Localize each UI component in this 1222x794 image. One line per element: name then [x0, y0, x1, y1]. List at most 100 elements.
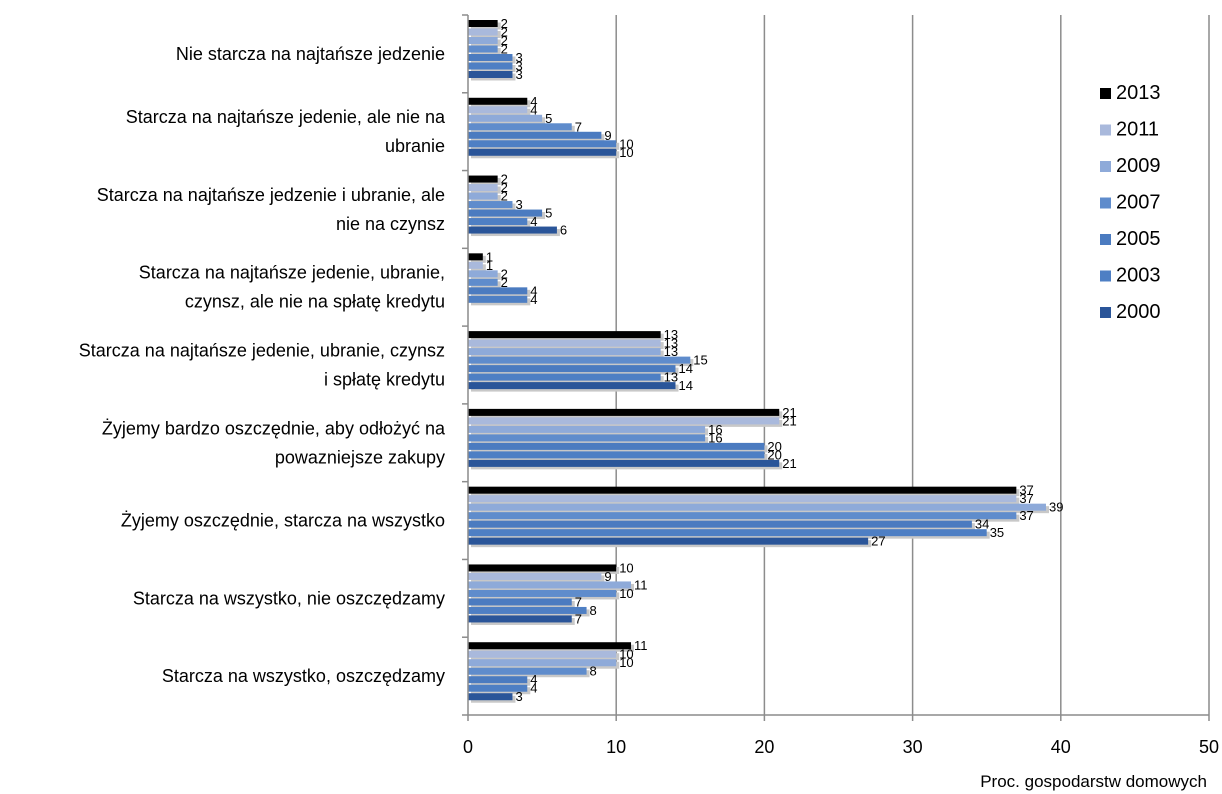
legend-label-2013: 2013: [1116, 82, 1161, 104]
data-label-2013-0: 2: [501, 16, 508, 31]
data-label-2011-5: 21: [782, 413, 796, 428]
data-label-2000-6: 27: [871, 534, 885, 549]
data-label-2011-6: 37: [1019, 491, 1033, 506]
bar-2011-1: [468, 106, 528, 114]
data-label-2009-2: 2: [501, 189, 508, 204]
bar-2007-3: [468, 278, 498, 286]
legend-label-2011: 2011: [1116, 119, 1159, 141]
legend: 2013 2011 2009 2007 2005 2003 2000: [1100, 82, 1161, 323]
bar-2007-7: [468, 589, 617, 597]
legend-swatch-2009: [1100, 161, 1111, 172]
data-label-2003-1: 10: [619, 136, 633, 151]
data-label-2003-0: 3: [515, 59, 522, 74]
bar-2005-6: [468, 520, 972, 528]
x-axis-title: Proc. gospodarstw domowych: [980, 772, 1207, 791]
category-label-6-line-0: Żyjemy oszczędnie, starcza na wszystko: [121, 511, 445, 531]
x-tick-labels: 0 10 20 30 40 50: [463, 737, 1219, 757]
data-label-2007-3: 2: [501, 275, 508, 290]
category-label-3-line-1: czynsz, ale nie na spłatę kredytu: [185, 292, 445, 312]
data-label-2000-4: 14: [678, 378, 692, 393]
bar-2000-0: [468, 71, 513, 78]
bar-2013-2: [468, 175, 498, 183]
bar-2009-1: [468, 114, 543, 122]
bar-2009-3: [468, 270, 498, 278]
bar-2003-1: [468, 140, 617, 148]
bar-2000-8: [468, 693, 513, 701]
bar-2011-6: [468, 495, 1017, 503]
category-label-0-line-0: Nie starcza na najtańsze jedzenie: [176, 44, 445, 64]
data-label-2000-1: 10: [619, 145, 633, 160]
bar-2000-1: [468, 148, 617, 156]
data-label-2000-5: 21: [782, 456, 796, 471]
data-labels: 2222333445791010222354611224413131315141…: [486, 16, 1064, 704]
bar-2003-8: [468, 684, 528, 692]
data-label-2013-7: 10: [619, 560, 633, 575]
data-label-2005-7: 7: [575, 594, 582, 609]
bar-2009-7: [468, 581, 632, 589]
data-label-2009-3: 2: [501, 266, 508, 281]
bar-2011-5: [468, 417, 780, 425]
data-label-2005-6: 34: [975, 517, 989, 532]
category-label-4-line-1: i spłatę kredytu: [324, 370, 445, 390]
bar-2009-2: [468, 192, 498, 200]
bar-2013-7: [468, 564, 617, 572]
data-label-2003-2: 4: [530, 214, 537, 229]
bar-2000-5: [468, 459, 780, 467]
data-label-2005-0: 3: [515, 50, 522, 65]
x-tick-label-40: 40: [1051, 737, 1071, 757]
category-label-1-line-0: Starcza na najtańsze jedenie, ale nie na: [126, 107, 446, 127]
category-label-1-line-1: ubranie: [385, 136, 445, 156]
bar-2000-2: [468, 226, 557, 234]
x-tick-label-50: 50: [1199, 737, 1219, 757]
data-label-2013-6: 37: [1019, 483, 1033, 498]
data-label-2009-4: 13: [664, 344, 678, 359]
x-tick-label-30: 30: [903, 737, 923, 757]
bar-2009-0: [468, 37, 498, 44]
bar-2005-3: [468, 287, 528, 295]
bar-2013-8: [468, 642, 632, 650]
x-tick-label-10: 10: [606, 737, 626, 757]
data-label-2007-6: 37: [1019, 508, 1033, 523]
data-label-2005-2: 5: [545, 206, 552, 221]
category-label-5-line-1: powazniejsze zakupy: [275, 447, 445, 467]
data-label-2005-8: 4: [530, 672, 537, 687]
bar-2013-1: [468, 97, 528, 105]
category-label-7-line-0: Starcza na wszystko, nie oszczędzamy: [133, 588, 445, 608]
bar-2003-2: [468, 218, 528, 226]
category-label-4-line-0: Starcza na najtańsze jedenie, ubranie, c…: [79, 341, 445, 361]
data-label-2003-6: 35: [990, 525, 1004, 540]
bar-2003-7: [468, 606, 587, 614]
legend-swatch-2013: [1100, 88, 1111, 99]
bar-2000-6: [468, 537, 869, 545]
bar-2003-0: [468, 62, 513, 70]
data-label-2003-3: 4: [530, 292, 537, 307]
data-label-2003-4: 13: [664, 370, 678, 385]
bar-2011-7: [468, 572, 602, 580]
data-label-2005-1: 9: [604, 128, 611, 143]
bar-2009-6: [468, 503, 1046, 511]
data-label-2009-0: 2: [501, 33, 508, 48]
bar-2007-1: [468, 123, 572, 131]
data-label-2011-4: 13: [664, 336, 678, 351]
category-labels: Nie starcza na najtańsze jedzenie Starcza…: [79, 44, 446, 686]
data-label-2011-2: 2: [501, 180, 508, 195]
data-label-2013-1: 4: [530, 94, 537, 109]
category-label-2-line-0: Starcza na najtańsze jedzenie i ubranie,…: [97, 185, 445, 205]
legend-label-2007: 2007: [1116, 192, 1161, 214]
bar-2011-3: [468, 261, 483, 269]
bar-2011-8: [468, 650, 617, 658]
category-label-5-line-0: Żyjemy bardzo oszczędnie, aby odłożyć na: [102, 418, 446, 438]
data-label-2000-0: 3: [515, 67, 522, 82]
data-label-2000-2: 6: [560, 223, 567, 238]
bar-2003-3: [468, 295, 528, 303]
bar-2003-4: [468, 373, 661, 381]
data-label-2013-2: 2: [501, 172, 508, 187]
bar-2013-0: [468, 20, 498, 27]
data-label-2011-3: 1: [486, 258, 493, 273]
data-label-2009-8: 10: [619, 655, 633, 670]
data-label-2013-5: 21: [782, 405, 796, 420]
data-label-2007-8: 8: [590, 664, 597, 679]
data-label-2007-5: 16: [708, 430, 722, 445]
bar-2005-0: [468, 54, 513, 61]
